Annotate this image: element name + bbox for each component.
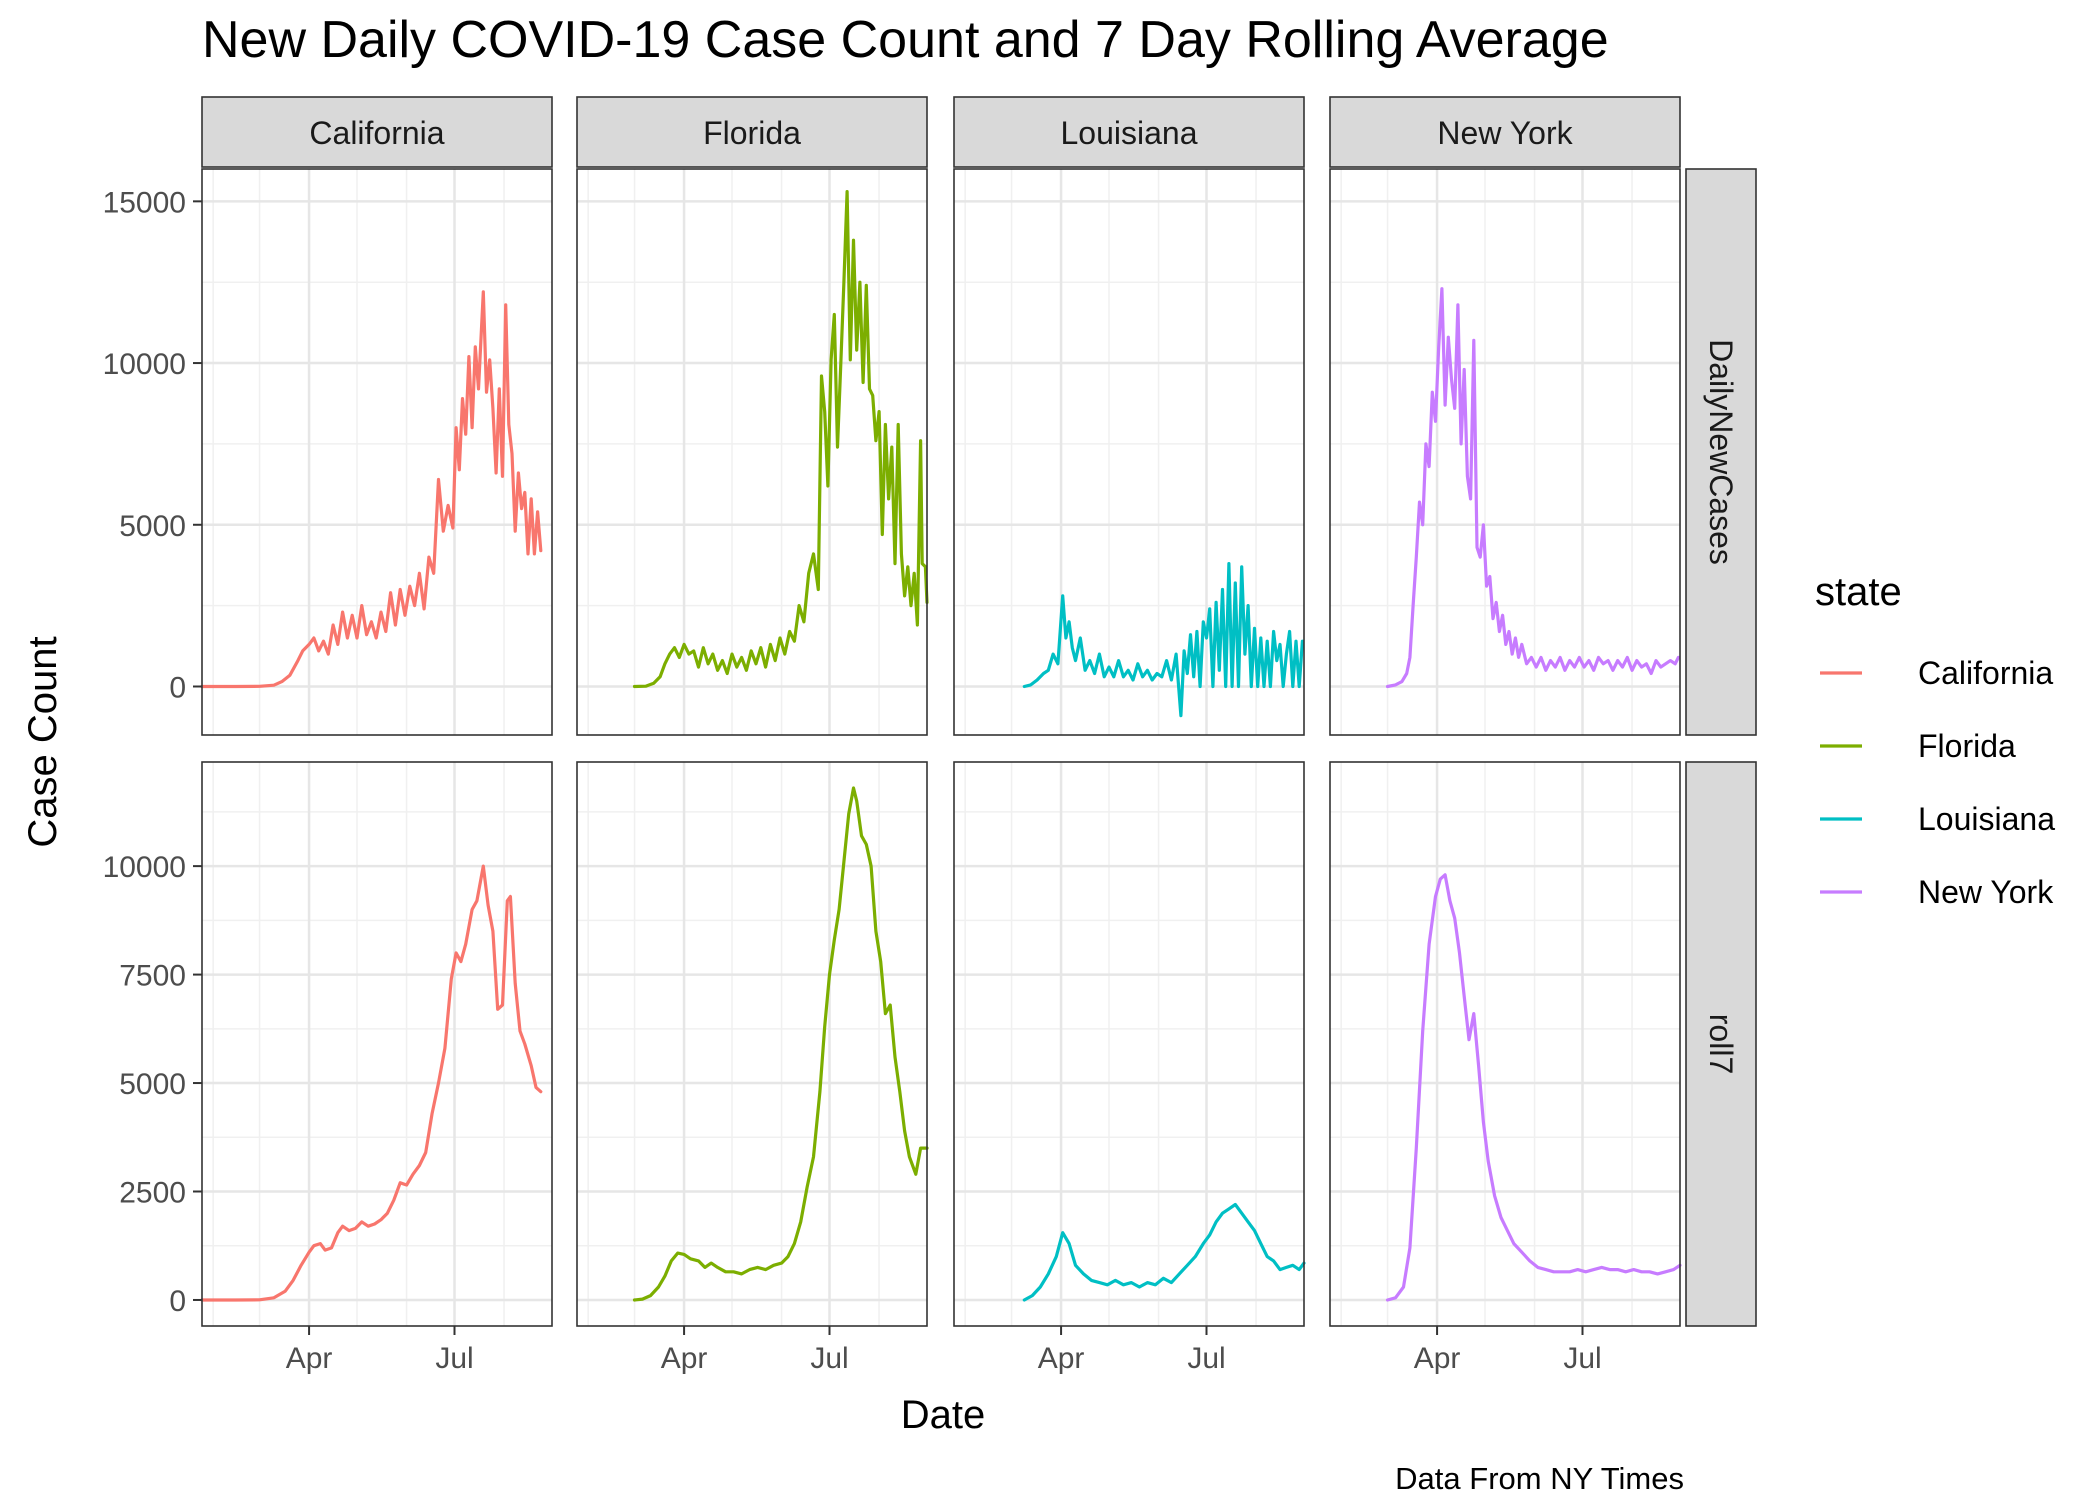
panel-new-york-roll7 (1329, 761, 1682, 1327)
panel-california-dailynewcases (200, 168, 553, 736)
panel-border (953, 761, 1305, 1327)
panel-background (954, 762, 1304, 1326)
chart-caption: Data From NY Times (1395, 1461, 1684, 1496)
y-tick-label: 10000 (103, 851, 186, 884)
panel-border (1329, 168, 1681, 736)
column-strip-new-york: New York (1329, 96, 1681, 168)
y-tick-label: 5000 (119, 1068, 186, 1101)
row-strip-label: roll7 (1703, 1014, 1739, 1074)
legend-label-california: California (1918, 655, 2053, 691)
panel-florida-roll7 (576, 761, 929, 1327)
chart-title: New Daily COVID-19 Case Count and 7 Day … (202, 11, 1609, 69)
column-strip-label: Florida (703, 115, 801, 151)
panel-border (953, 168, 1305, 736)
panel-border (1329, 761, 1681, 1327)
panel-background (1330, 169, 1680, 735)
row-strip-label: DailyNewCases (1703, 339, 1739, 565)
series-line-florida-roll7 (632, 786, 929, 1302)
y-tick-label: 7500 (119, 960, 186, 993)
column-strip-label: Louisiana (1061, 115, 1198, 151)
row-strip-background (1685, 761, 1757, 1327)
panel-florida-dailynewcases (576, 168, 929, 736)
panel-background (1330, 762, 1680, 1326)
series-line-florida-dailynewcases (632, 190, 929, 689)
panel-border (576, 168, 928, 736)
column-strip-label: California (309, 115, 444, 151)
row-strip-roll7: roll7 (1685, 761, 1757, 1327)
panel-background (202, 169, 552, 735)
y-tick-label: 2500 (119, 1177, 186, 1210)
column-strip-background (576, 96, 928, 168)
series-line-louisiana-roll7 (1022, 1202, 1306, 1302)
x-tick-label: Apr (1038, 1342, 1085, 1375)
column-strip-label: New York (1437, 115, 1573, 151)
column-strip-background (953, 96, 1305, 168)
series-line-california-roll7 (200, 864, 543, 1302)
x-tick-label: Jul (1187, 1342, 1225, 1375)
panel-border (201, 168, 553, 736)
panel-background (202, 762, 552, 1326)
y-tick-label: 5000 (119, 510, 186, 543)
legend-title: state (1815, 570, 1902, 614)
legend-label-new-york: New York (1918, 874, 2054, 910)
y-tick-label: 0 (169, 1285, 186, 1318)
panel-background (577, 762, 927, 1326)
panel-new-york-dailynewcases (1329, 168, 1681, 736)
y-tick-label: 15000 (103, 186, 186, 219)
y-axis-title: Case Count (21, 636, 65, 847)
x-tick-label: Jul (435, 1342, 473, 1375)
legend: state California Florida Louisiana New York (1815, 570, 2055, 910)
y-tick-label: 0 (169, 671, 186, 704)
facet-strips: DailyNewCases roll7 California Florida Louis… (201, 96, 1757, 1327)
column-strip-background (201, 96, 553, 168)
series-line-new-york-dailynewcases (1385, 287, 1681, 689)
panel-background (577, 169, 927, 735)
panel-background (954, 169, 1304, 735)
facet-panels (200, 168, 1682, 1327)
legend-label-florida: Florida (1918, 728, 2016, 764)
x-tick-label: Jul (1563, 1342, 1601, 1375)
series-line-new-york-roll7 (1385, 873, 1682, 1302)
x-tick-label: Apr (286, 1342, 333, 1375)
panel-border (576, 761, 928, 1327)
column-strip-background (1329, 96, 1681, 168)
column-strip-florida: Florida (576, 96, 928, 168)
series-line-california-dailynewcases (200, 290, 543, 689)
x-tick-label: Apr (661, 1342, 708, 1375)
row-strip-background (1685, 168, 1757, 736)
panel-louisiana-dailynewcases (953, 168, 1305, 736)
series-line-louisiana-dailynewcases (1022, 561, 1305, 718)
legend-label-louisiana: Louisiana (1918, 801, 2055, 837)
panel-louisiana-roll7 (953, 761, 1306, 1327)
y-tick-label: 10000 (103, 348, 186, 381)
column-strip-california: California (201, 96, 553, 168)
column-strip-louisiana: Louisiana (953, 96, 1305, 168)
row-strip-dailynewcases: DailyNewCases (1685, 168, 1757, 736)
panel-border (201, 761, 553, 1327)
x-tick-label: Jul (810, 1342, 848, 1375)
x-tick-label: Apr (1414, 1342, 1461, 1375)
panel-california-roll7 (200, 761, 553, 1327)
x-axis-title: Date (901, 1393, 986, 1437)
axes: 0 5000 10000 15000 0 2500 5000 7500 10000 Apr Jul A… (103, 186, 1602, 1375)
